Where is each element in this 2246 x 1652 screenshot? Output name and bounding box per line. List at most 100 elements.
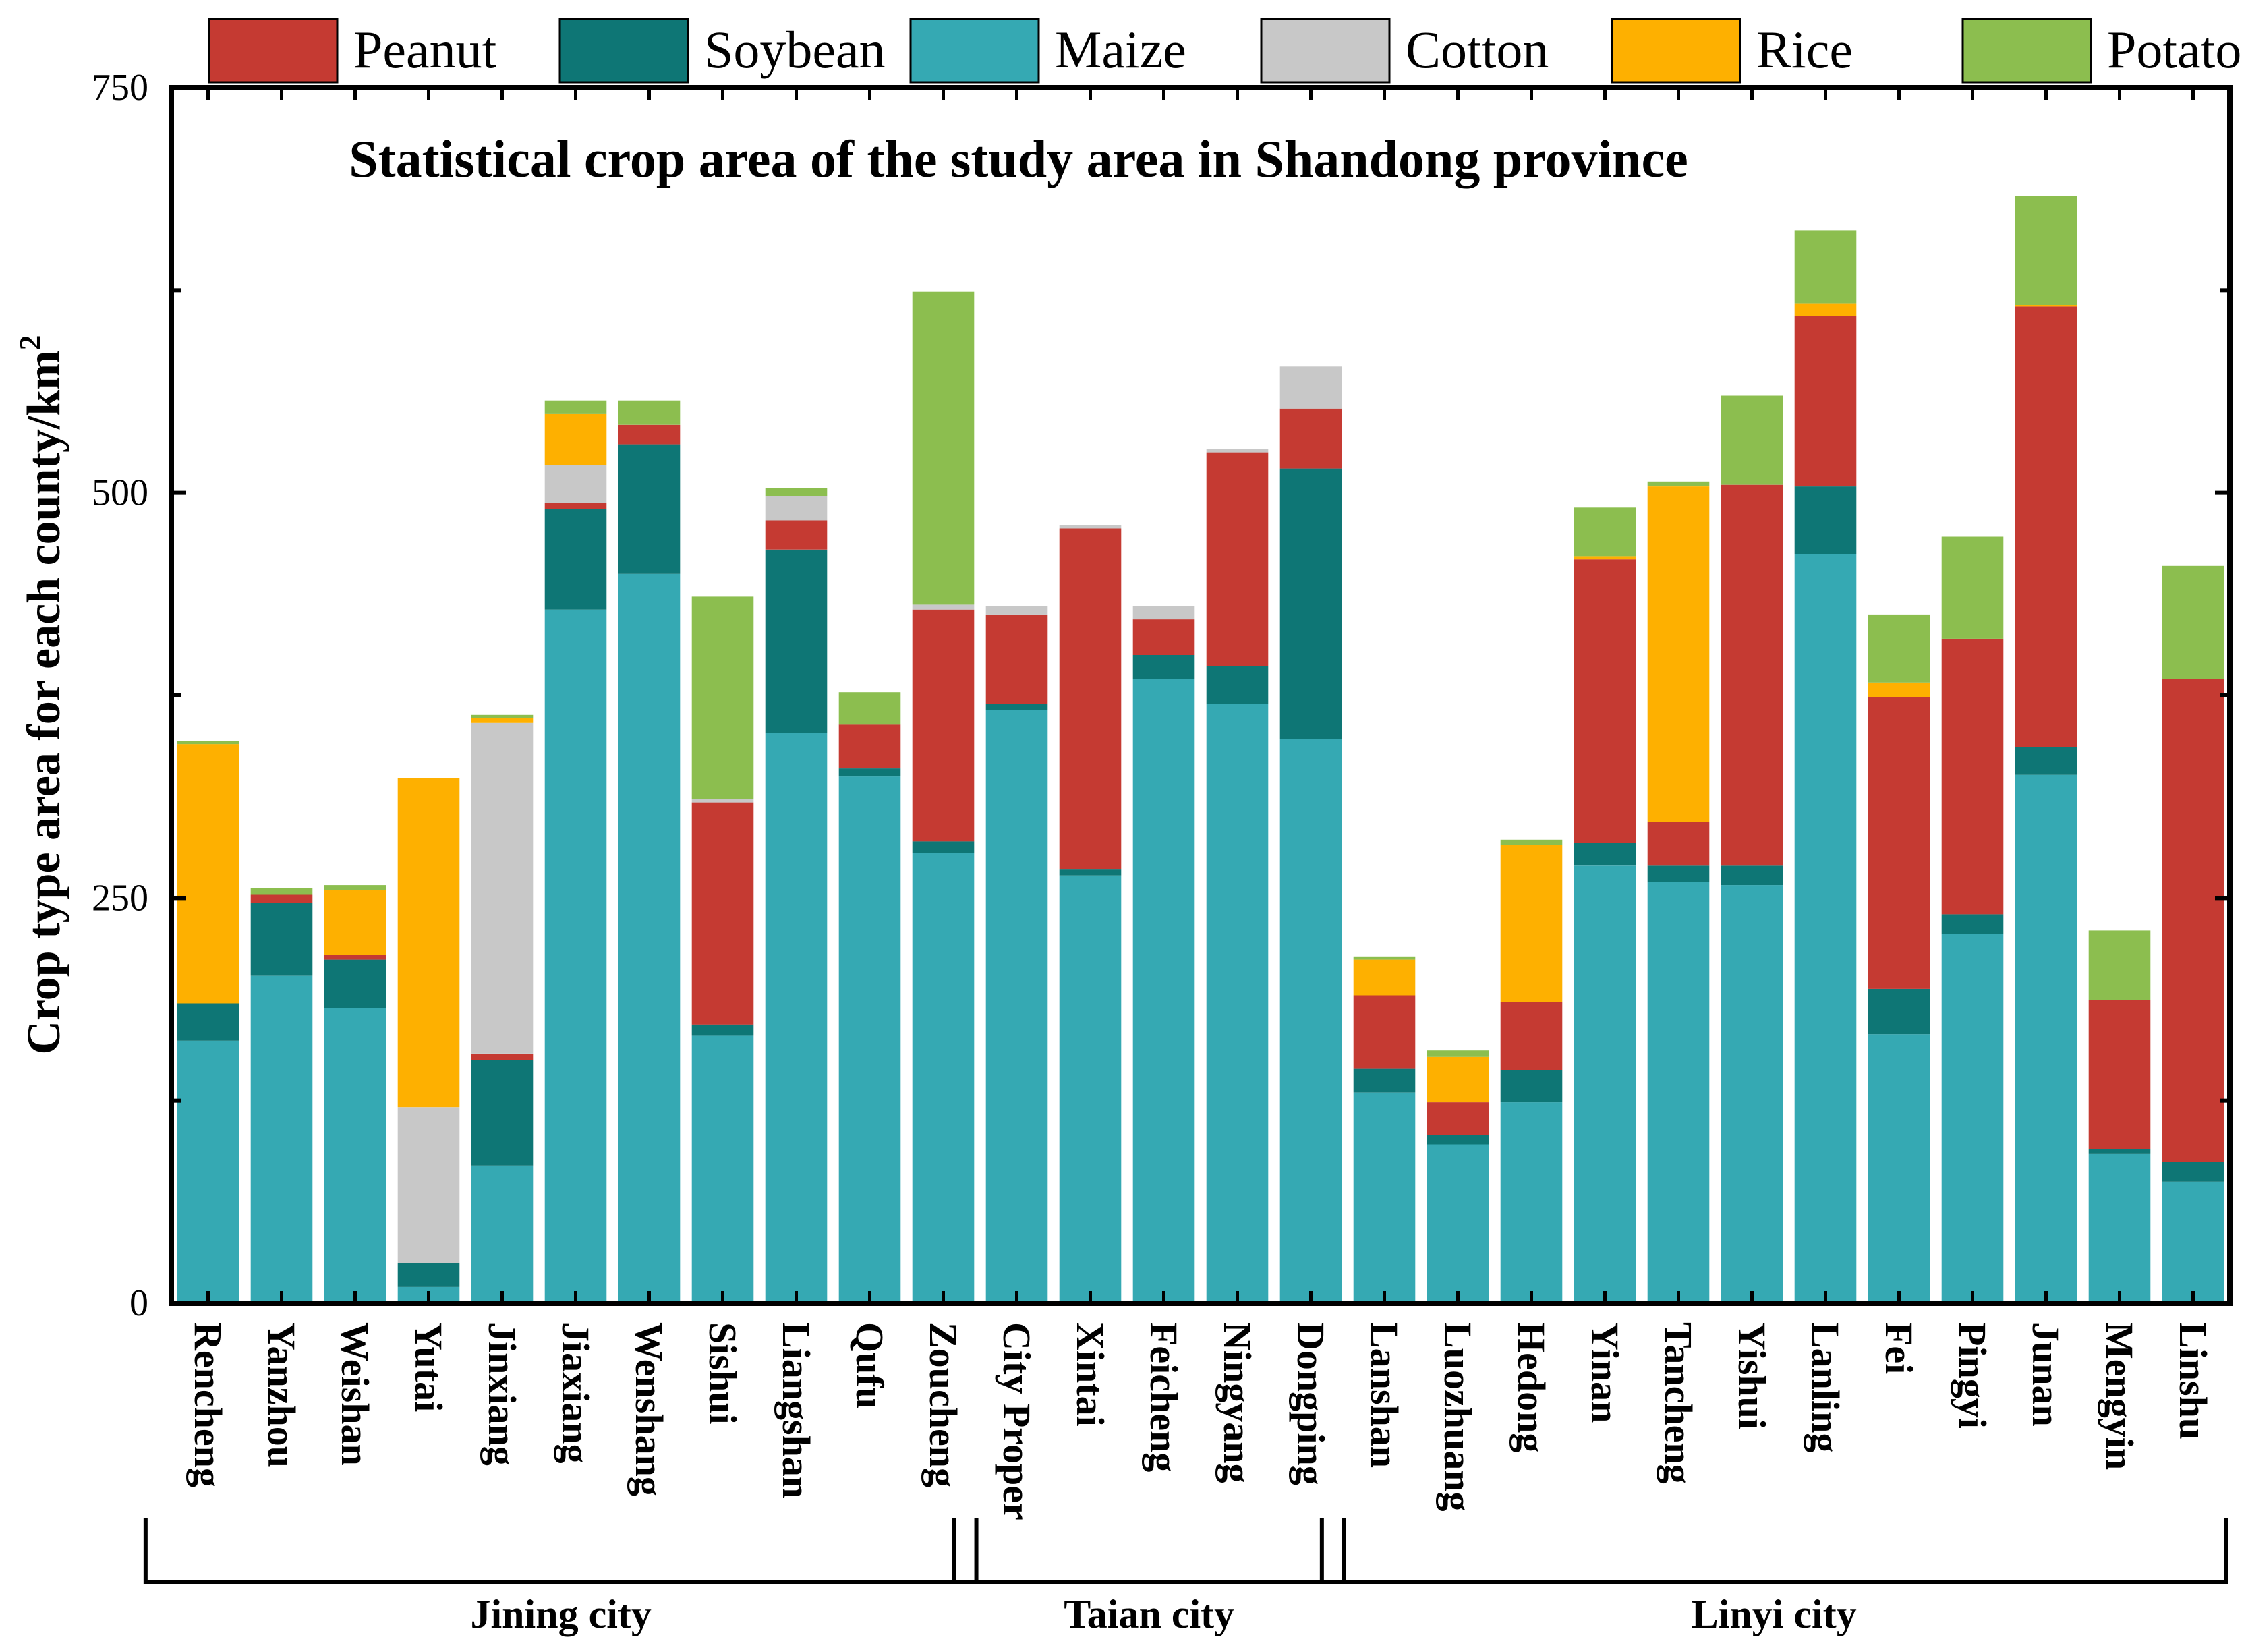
x-category-label-linshu: Linshu	[2171, 1322, 2215, 1440]
group-label-jining-city: Jining city	[471, 1592, 652, 1636]
bar-segment-sishui-cotton	[691, 799, 754, 803]
bar-segment-qufu-potato	[838, 692, 901, 725]
axes	[169, 85, 2233, 1306]
y-axis-label: Crop type area for each county/km2	[13, 335, 70, 1054]
bar-segment-pingyi-soybean	[1941, 914, 2004, 934]
bar-segment-city-proper-peanut	[985, 614, 1048, 704]
bar-segment-wenshang-peanut	[618, 424, 681, 445]
bar-segment-jinxiang-rice	[471, 718, 534, 723]
bar-segment-liangshan-peanut	[765, 520, 828, 550]
bar-segment-yishui-peanut	[1721, 484, 1783, 866]
legend-label-peanut: Peanut	[353, 20, 497, 79]
bar-segment-weishan-soybean	[324, 959, 386, 1008]
legend-label-rice: Rice	[1756, 20, 1853, 79]
bar-segment-yinan-maize	[1574, 865, 1636, 1303]
bar-segment-weishan-peanut	[324, 955, 386, 960]
bar-segment-liangshan-soybean	[765, 549, 828, 733]
legend-label-potato: Potato	[2107, 20, 2241, 79]
bar-segment-rencheng-potato	[177, 741, 239, 745]
bar-segment-junan-maize	[2015, 774, 2077, 1303]
x-category-label-liangshan: Liangshan	[774, 1322, 818, 1498]
bar-segment-jiaxiang-peanut	[544, 503, 607, 509]
bar-segment-feicheng-peanut	[1132, 619, 1195, 655]
bar-segment-ningyang-cotton	[1206, 449, 1269, 453]
legend-label-soybean: Soybean	[704, 20, 886, 79]
bar-segment-junan-soybean	[2015, 747, 2077, 775]
x-category-label-junan: Junan	[2024, 1322, 2068, 1427]
bar-segment-city-proper-maize	[985, 710, 1048, 1303]
bar-segment-luozhuang-peanut	[1427, 1102, 1489, 1135]
x-category-label-jinxiang: Jinxiang	[480, 1322, 524, 1466]
bar-segment-yinan-soybean	[1574, 843, 1636, 866]
bar-segment-luozhuang-potato	[1427, 1050, 1489, 1057]
bar-segment-lanling-potato	[1794, 230, 1857, 304]
bar-segment-pingyi-maize	[1941, 934, 2004, 1303]
x-category-label-yutai: Yutai	[407, 1322, 451, 1412]
bar-segment-dongping-cotton	[1279, 366, 1342, 409]
bar-segment-tancheng-maize	[1647, 882, 1710, 1303]
bar-segment-yinan-peanut	[1574, 559, 1636, 843]
bar-segment-luozhuang-maize	[1427, 1144, 1489, 1303]
legend-label-maize: Maize	[1055, 20, 1186, 79]
bar-segment-feicheng-cotton	[1132, 606, 1195, 620]
bar-segment-dongping-maize	[1279, 739, 1342, 1303]
bar-segment-junan-potato	[2015, 196, 2077, 305]
bar-segment-yanzhou-soybean	[250, 903, 313, 976]
bar-segment-mengyin-maize	[2088, 1154, 2151, 1303]
bar-segment-xintai-maize	[1059, 875, 1122, 1303]
bar-segment-junan-peanut	[2015, 306, 2077, 747]
bar-segment-yanzhou-peanut	[250, 894, 313, 903]
bar-segment-fei-peanut	[1868, 697, 1930, 989]
bar-segment-dongping-peanut	[1279, 408, 1342, 469]
plot-area	[177, 196, 2224, 1304]
bar-segment-yutai-rice	[397, 778, 460, 1108]
bar-segment-fei-soybean	[1868, 988, 1930, 1035]
bar-segment-yutai-soybean	[397, 1262, 460, 1287]
bar-segment-jinxiang-potato	[471, 714, 534, 718]
bar-segment-hedong-soybean	[1500, 1070, 1563, 1103]
bar-segment-lanling-rice	[1794, 303, 1857, 316]
bar-segment-junan-rice	[2015, 305, 2077, 307]
bar-segment-yutai-cotton	[397, 1107, 460, 1263]
bar-segment-hedong-potato	[1500, 839, 1563, 845]
x-category-label-feicheng: Feicheng	[1142, 1322, 1186, 1472]
bar-segment-mengyin-potato	[2088, 930, 2151, 1000]
bar-segment-tancheng-soybean	[1647, 865, 1710, 882]
legend-swatch-cotton	[1260, 18, 1391, 84]
bar-segment-zoucheng-potato	[912, 291, 975, 605]
x-category-label-city-proper: City Proper	[995, 1322, 1039, 1520]
bar-segment-hedong-peanut	[1500, 1002, 1563, 1070]
legend-label-cotton: Cotton	[1406, 20, 1549, 79]
chart-title: Statistical crop area of the study area …	[349, 130, 1688, 188]
bar-segment-linshu-maize	[2162, 1181, 2224, 1303]
x-category-label-sishui: Sishui	[701, 1322, 745, 1425]
bar-segment-wenshang-maize	[618, 573, 681, 1303]
bar-segment-xintai-peanut	[1059, 528, 1122, 870]
x-category-label-pingyi: Pingyi	[1951, 1322, 1994, 1429]
y-axis-label-text: Crop type area for each county/km	[18, 350, 70, 1054]
x-category-label-rencheng: Rencheng	[186, 1322, 230, 1487]
bar-segment-sishui-potato	[691, 596, 754, 799]
x-category-label-xintai: Xintai	[1068, 1322, 1112, 1427]
bar-segment-zoucheng-maize	[912, 853, 975, 1303]
bar-segment-ningyang-soybean	[1206, 666, 1269, 704]
bar-segment-yishui-maize	[1721, 885, 1783, 1303]
legend: Peanut Soybean Maize Cotton Rice Potato	[208, 18, 2241, 84]
bar-segment-feicheng-maize	[1132, 679, 1195, 1303]
group-bracket-jining-city	[143, 1518, 979, 1584]
bar-segment-rencheng-soybean	[177, 1003, 239, 1041]
bar-segment-dongping-soybean	[1279, 468, 1342, 739]
bar-segment-jiaxiang-soybean	[544, 509, 607, 610]
x-category-label-lanshan: Lanshan	[1362, 1322, 1406, 1468]
bar-segment-city-proper-cotton	[985, 606, 1048, 615]
bar-segment-jinxiang-maize	[471, 1165, 534, 1303]
legend-swatch-potato	[1961, 18, 2092, 84]
x-category-label-zoucheng: Zoucheng	[921, 1322, 965, 1487]
bar-segment-weishan-potato	[324, 885, 386, 890]
bar-segment-jiaxiang-potato	[544, 400, 607, 414]
y-tick-label: 0	[129, 1282, 148, 1324]
axis-labels: 0 250 500 750 Rencheng Yanzhou Weishan Yutai Jin…	[13, 67, 2215, 1520]
bar-segment-feicheng-soybean	[1132, 654, 1195, 679]
x-category-label-ningyang: Ningyang	[1215, 1322, 1259, 1483]
bar-segment-rencheng-maize	[177, 1040, 239, 1303]
